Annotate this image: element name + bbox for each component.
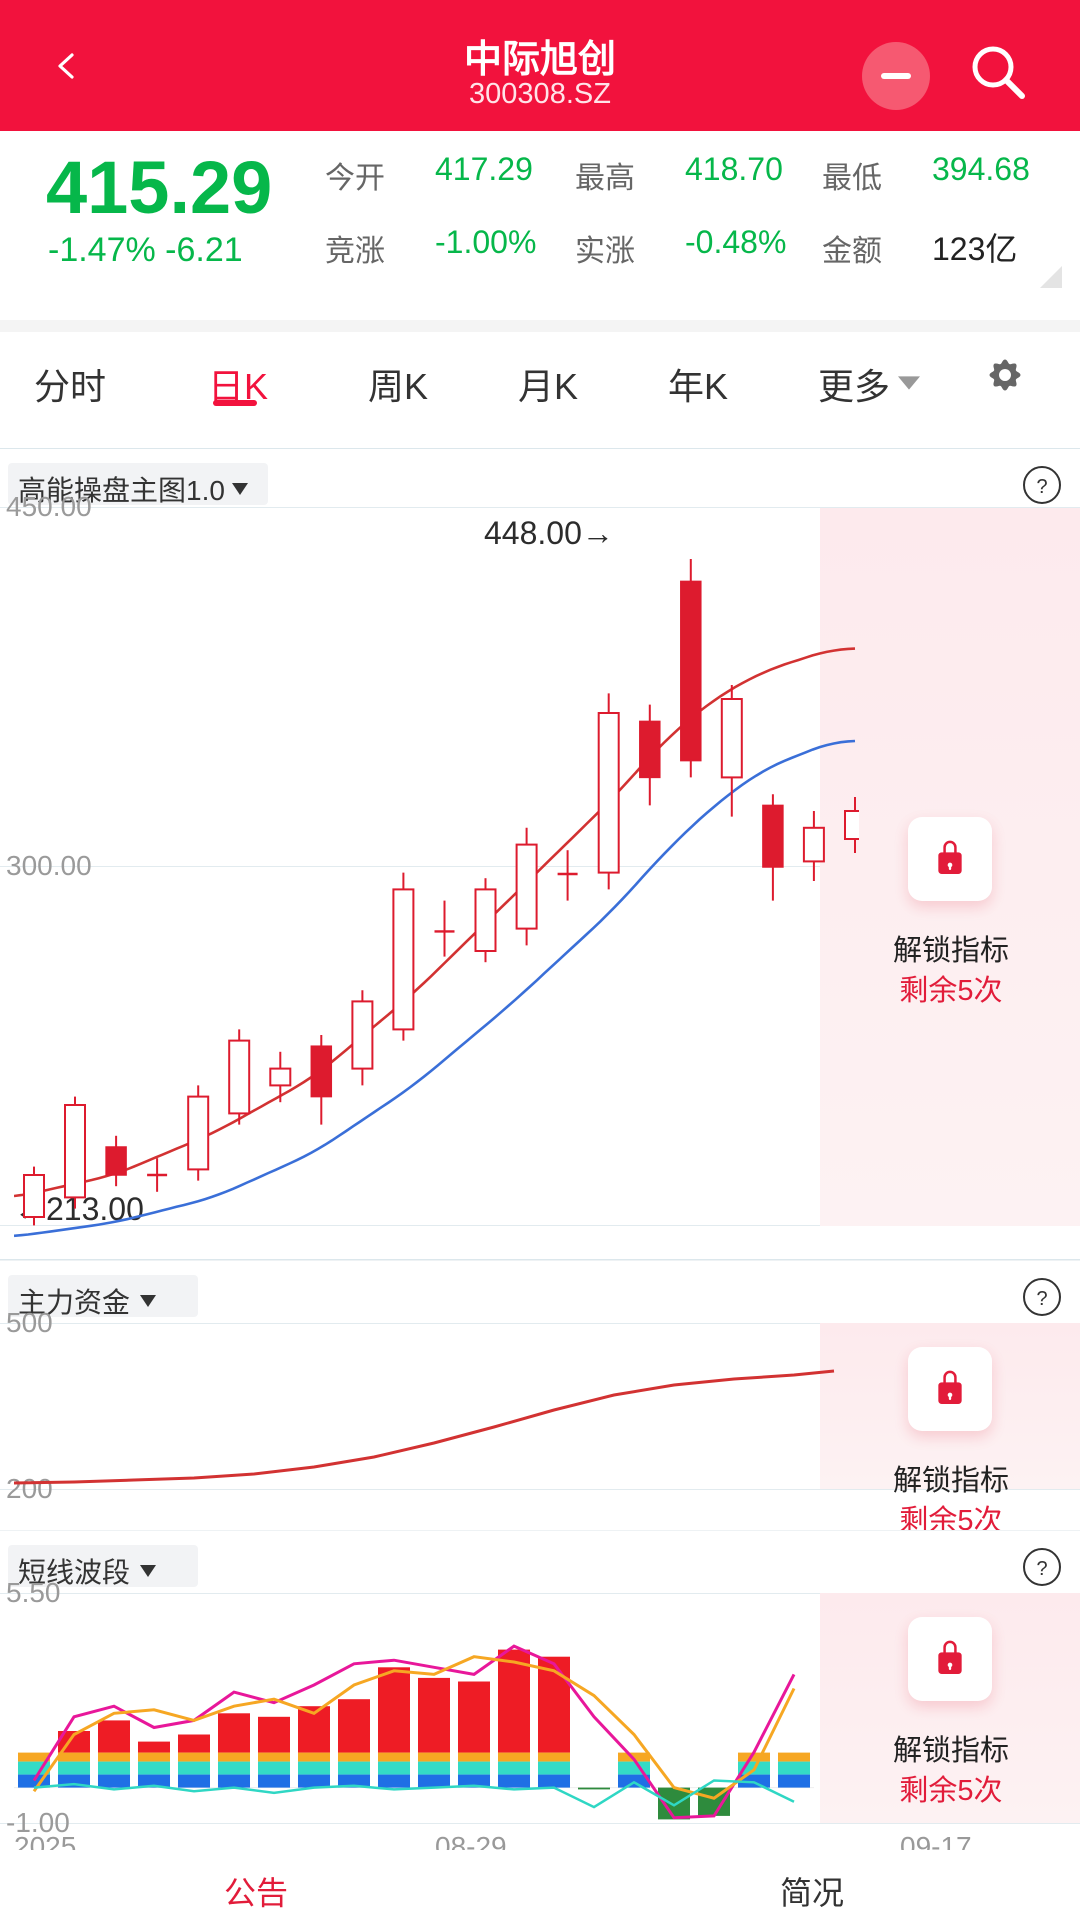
svg-text:?: ? [1036, 1288, 1047, 1310]
svg-text:?: ? [1036, 1558, 1047, 1580]
svg-text:?: ? [1036, 476, 1047, 498]
